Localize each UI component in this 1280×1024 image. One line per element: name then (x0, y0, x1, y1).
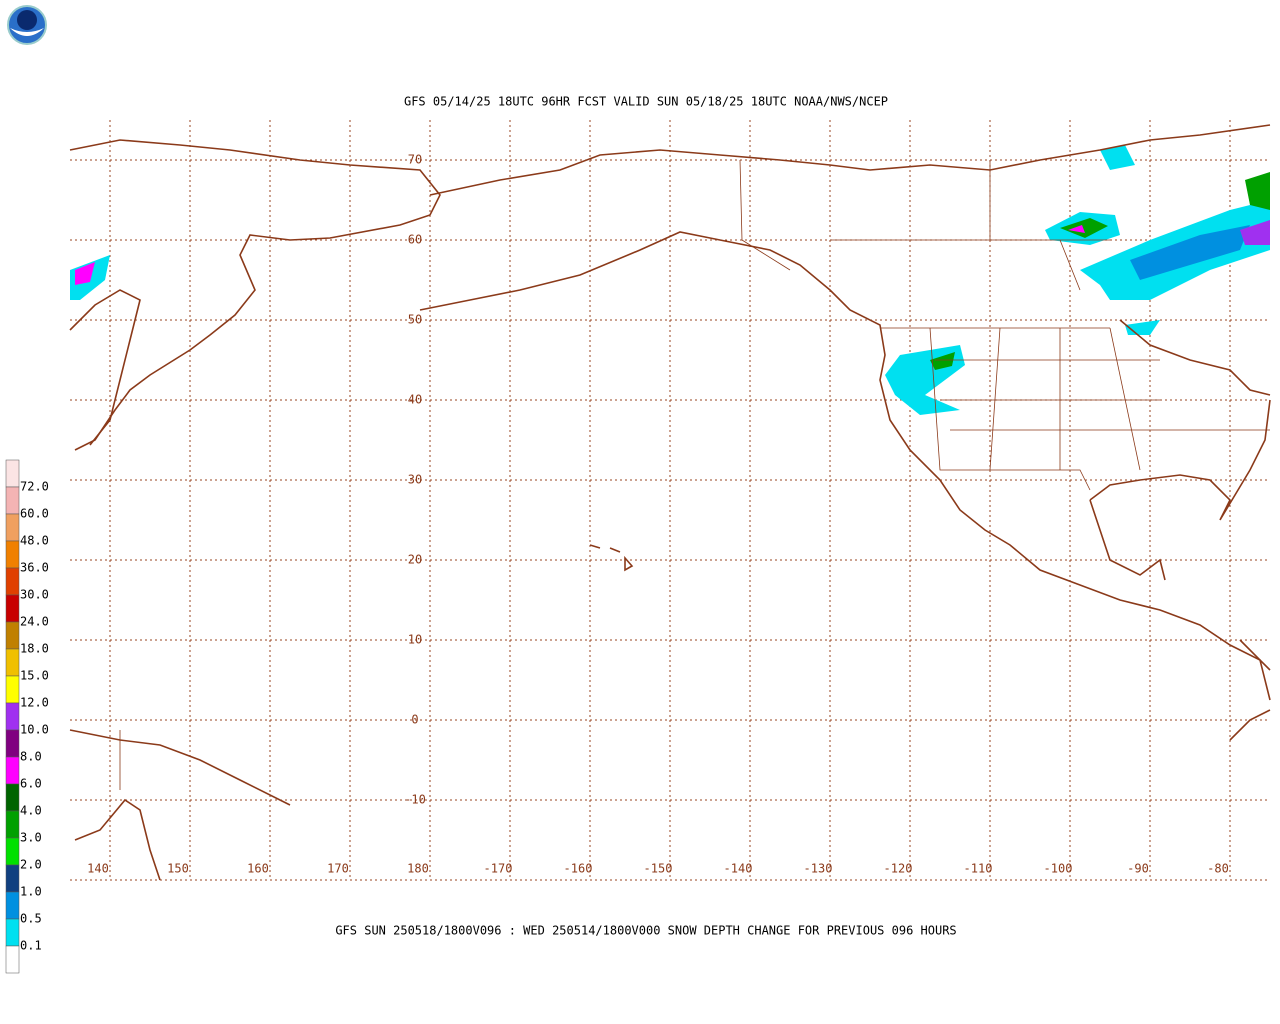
legend-swatch (5, 837, 20, 866)
legend-swatch (5, 513, 20, 542)
legend-label: 2.0 (20, 858, 42, 872)
lat-label: -10 (404, 793, 426, 807)
lat-label: 50 (408, 313, 422, 327)
legend-swatch (5, 891, 20, 920)
legend-label: 1.0 (20, 885, 42, 899)
legend-label: 12.0 (20, 696, 49, 710)
legend-label: 18.0 (20, 642, 49, 656)
legend-label: 0.5 (20, 912, 42, 926)
lon-label: -150 (644, 862, 673, 876)
legend-swatch (5, 945, 20, 974)
legend-label: 10.0 (20, 723, 49, 737)
legend-swatch (5, 729, 20, 758)
legend-label: 8.0 (20, 750, 42, 764)
lat-label: 10 (408, 633, 422, 647)
lon-label: -110 (964, 862, 993, 876)
lat-label: 70 (408, 153, 422, 167)
legend-swatch (5, 864, 20, 893)
lon-label: -120 (884, 862, 913, 876)
legend: 72.0 60.0 48.0 36.0 30.0 24.0 18.0 15.0 12.0 10.0… (5, 459, 49, 974)
map-title: GFS 05/14/25 18UTC 96HR FCST VALID SUN 0… (404, 95, 888, 109)
legend-label: 60.0 (20, 507, 49, 521)
lon-label: 170 (327, 862, 349, 876)
legend-label: 0.1 (20, 939, 42, 953)
lon-label: 140 (87, 862, 109, 876)
lat-label: 60 (408, 233, 422, 247)
lon-label: -170 (484, 862, 513, 876)
lat-label: 20 (408, 553, 422, 567)
lon-label: -90 (1127, 862, 1149, 876)
legend-swatch (5, 918, 20, 947)
borders (119, 159, 1270, 790)
graticule: 70 60 50 40 30 20 10 0 -10 140 150 160 170 180 -170 -16… (70, 120, 1270, 881)
lat-label: 40 (408, 393, 422, 407)
legend-swatch (5, 702, 20, 731)
legend-swatch (5, 648, 20, 677)
lon-label: -130 (804, 862, 833, 876)
lon-label: -160 (564, 862, 593, 876)
legend-swatch (5, 621, 20, 650)
lon-label: -100 (1044, 862, 1073, 876)
coastlines (69, 124, 1271, 881)
legend-swatch (5, 567, 20, 596)
legend-swatch (5, 810, 20, 839)
legend-swatch (5, 459, 20, 488)
map-footer: GFS SUN 250518/1800V096 : WED 250514/180… (335, 924, 956, 938)
legend-label: 6.0 (20, 777, 42, 791)
legend-label: 36.0 (20, 561, 49, 575)
lon-label: -80 (1207, 862, 1229, 876)
lon-label: 150 (167, 862, 189, 876)
legend-swatch (5, 756, 20, 785)
lat-label: 30 (408, 473, 422, 487)
lon-label: -140 (724, 862, 753, 876)
snow-areas (70, 145, 1270, 415)
lon-label: 180 (407, 862, 429, 876)
legend-label: 72.0 (20, 480, 49, 494)
legend-swatch (5, 486, 20, 515)
legend-swatch (5, 594, 20, 623)
lon-label: 160 (247, 862, 269, 876)
noaa-logo (7, 5, 47, 45)
legend-label: 4.0 (20, 804, 42, 818)
legend-label: 48.0 (20, 534, 49, 548)
legend-label: 15.0 (20, 669, 49, 683)
legend-label: 30.0 (20, 588, 49, 602)
lat-label: 0 (411, 713, 418, 727)
legend-swatch (5, 540, 20, 569)
legend-label: 3.0 (20, 831, 42, 845)
legend-swatch (5, 783, 20, 812)
legend-swatch (5, 675, 20, 704)
legend-label: 24.0 (20, 615, 49, 629)
